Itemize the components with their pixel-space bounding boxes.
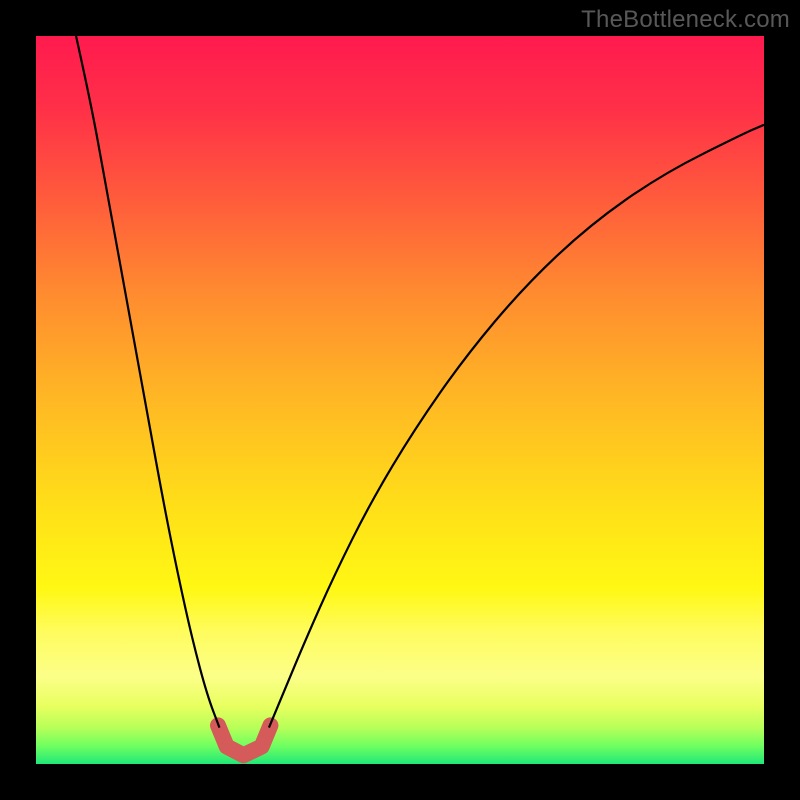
watermark-text: TheBottleneck.com bbox=[581, 6, 790, 34]
curve-left-branch bbox=[76, 36, 219, 728]
bottom-marker-path bbox=[218, 725, 270, 755]
plot-area bbox=[36, 36, 764, 764]
curve-right-branch bbox=[269, 125, 764, 728]
curve-svg bbox=[36, 36, 764, 764]
